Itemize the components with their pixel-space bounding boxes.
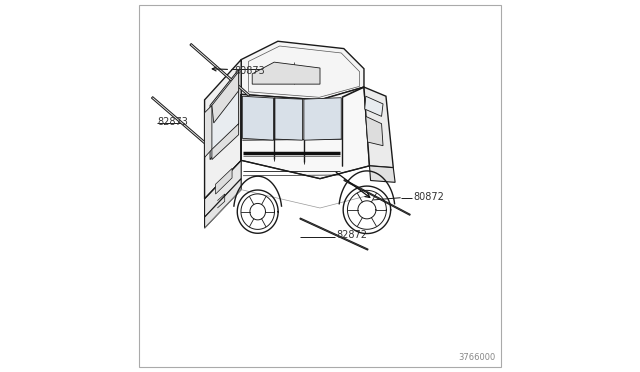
Polygon shape: [205, 60, 241, 199]
Polygon shape: [252, 62, 320, 84]
Polygon shape: [205, 105, 212, 157]
Polygon shape: [243, 96, 273, 140]
Polygon shape: [366, 116, 383, 146]
Text: 82872: 82872: [337, 231, 367, 240]
Polygon shape: [241, 87, 369, 179]
Polygon shape: [212, 124, 239, 160]
Polygon shape: [304, 98, 341, 140]
Polygon shape: [152, 97, 206, 144]
Polygon shape: [205, 179, 241, 228]
Polygon shape: [364, 87, 394, 168]
Polygon shape: [212, 72, 239, 123]
Text: 80872: 80872: [413, 192, 444, 202]
Polygon shape: [344, 180, 410, 215]
Polygon shape: [300, 218, 368, 250]
Polygon shape: [369, 166, 395, 182]
Polygon shape: [205, 160, 241, 217]
Polygon shape: [216, 169, 232, 194]
Text: 82873: 82873: [157, 117, 188, 127]
Polygon shape: [365, 96, 383, 116]
Polygon shape: [190, 44, 250, 96]
Text: 3766000: 3766000: [459, 353, 496, 362]
Polygon shape: [210, 70, 239, 160]
Polygon shape: [275, 98, 303, 140]
Text: 80873: 80873: [234, 65, 264, 76]
Polygon shape: [241, 41, 364, 100]
